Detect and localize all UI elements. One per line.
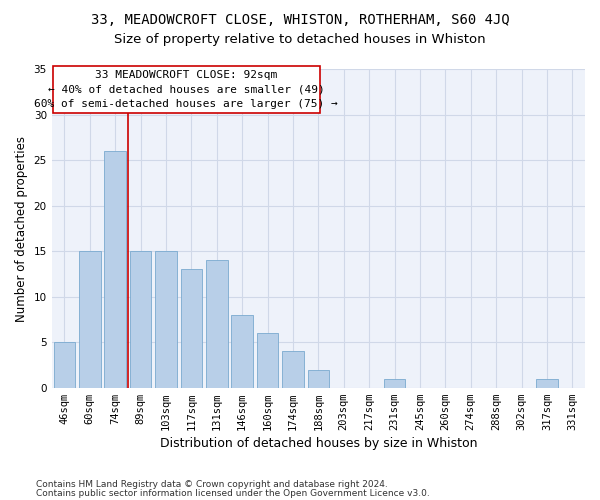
Bar	[308, 370, 329, 388]
Bar	[257, 333, 278, 388]
Text: Contains public sector information licensed under the Open Government Licence v3: Contains public sector information licen…	[36, 488, 430, 498]
Bar	[53, 342, 75, 388]
Text: 33, MEADOWCROFT CLOSE, WHISTON, ROTHERHAM, S60 4JQ: 33, MEADOWCROFT CLOSE, WHISTON, ROTHERHA…	[91, 12, 509, 26]
Bar	[130, 252, 151, 388]
X-axis label: Distribution of detached houses by size in Whiston: Distribution of detached houses by size …	[160, 437, 477, 450]
Text: Contains HM Land Registry data © Crown copyright and database right 2024.: Contains HM Land Registry data © Crown c…	[36, 480, 388, 489]
Text: Size of property relative to detached houses in Whiston: Size of property relative to detached ho…	[114, 32, 486, 46]
Y-axis label: Number of detached properties: Number of detached properties	[15, 136, 28, 322]
Bar	[232, 315, 253, 388]
Text: 33 MEADOWCROFT CLOSE: 92sqm
← 40% of detached houses are smaller (49)
60% of sem: 33 MEADOWCROFT CLOSE: 92sqm ← 40% of det…	[34, 70, 338, 109]
Bar	[384, 378, 406, 388]
FancyBboxPatch shape	[53, 66, 320, 113]
Bar	[181, 270, 202, 388]
Bar	[155, 252, 177, 388]
Bar	[104, 151, 126, 388]
Bar	[79, 252, 101, 388]
Bar	[282, 352, 304, 388]
Bar	[536, 378, 557, 388]
Bar	[206, 260, 227, 388]
